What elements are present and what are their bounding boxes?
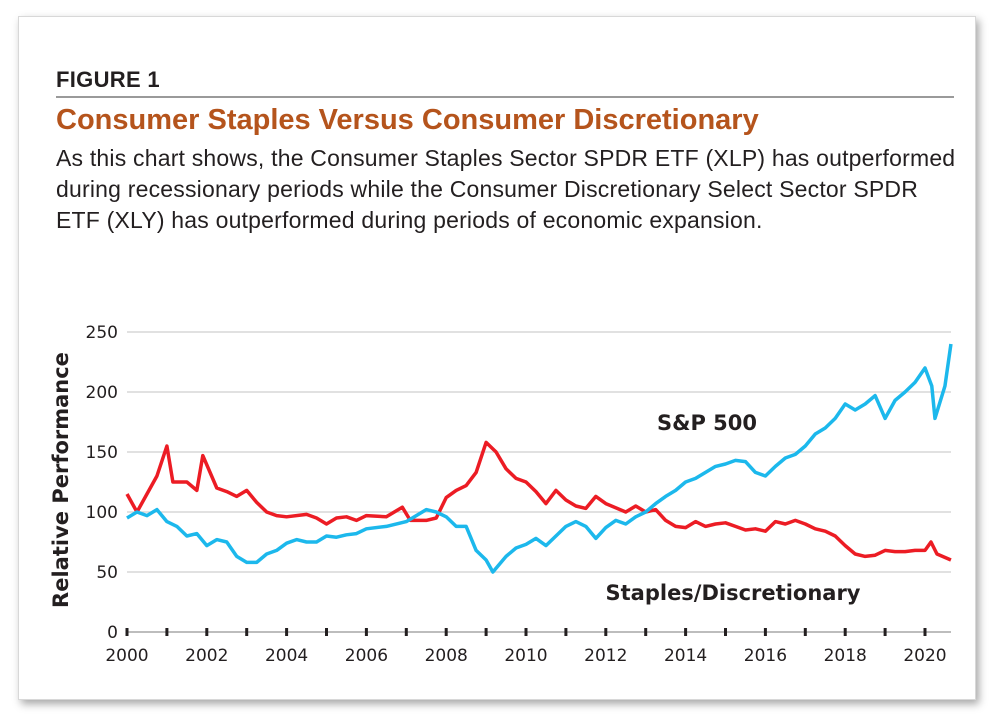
x-tick-label: 2002 [185,646,228,666]
y-tick-label: 150 [86,443,118,463]
y-tick-label: 200 [86,383,118,403]
x-tick-label: 2014 [664,646,707,666]
x-tick-label: 2008 [425,646,468,666]
y-axis-label: Relative Performance [49,352,73,608]
x-tick-label: 2016 [744,646,787,666]
y-tick-label: 0 [107,623,118,643]
x-tick-label: 2000 [105,646,148,666]
x-tick-label: 2018 [824,646,867,666]
y-tick-label: 250 [86,323,118,343]
x-tick-label: 2006 [345,646,388,666]
series-line-staples-discretionary [125,440,952,562]
divider [56,96,954,98]
x-tick-label: 2012 [584,646,627,666]
annotation-staples-discretionary: Staples/Discretionary [606,581,861,605]
series-line-sp500 [126,343,953,574]
x-tick-label: 2004 [265,646,308,666]
chart-title: Consumer Staples Versus Consumer Discret… [56,104,759,136]
figure-label: FIGURE 1 [56,67,160,92]
y-tick-label: 50 [96,563,118,583]
x-tick-label: 2020 [903,646,946,666]
x-tick-label: 2010 [504,646,547,666]
chart-description: As this chart shows, the Consumer Staple… [56,145,956,233]
y-tick-label: 100 [86,503,118,523]
annotation-sp500: S&P 500 [657,411,757,435]
figure-card [18,16,976,700]
